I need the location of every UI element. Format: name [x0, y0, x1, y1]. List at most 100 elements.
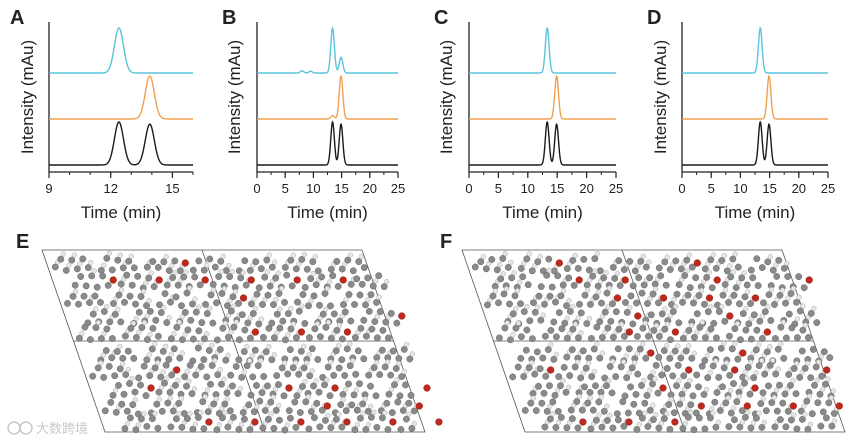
hydrogen-atom — [603, 270, 609, 276]
carbon-atom — [126, 414, 134, 422]
carbon-atom — [557, 292, 565, 300]
hydrogen-atom — [515, 320, 522, 326]
carbon-atom — [103, 325, 111, 333]
carbon-atom — [739, 310, 747, 317]
hydrogen-atom — [614, 270, 620, 277]
carbon-atom — [636, 345, 644, 353]
carbon-atom — [100, 308, 108, 315]
hydrogen-atom — [388, 386, 395, 392]
oxygen-atom — [671, 328, 680, 336]
carbon-atom — [175, 399, 183, 407]
hydrogen-atom — [727, 388, 734, 394]
carbon-atom — [68, 256, 76, 264]
carbon-atom — [367, 413, 375, 421]
carbon-atom — [226, 273, 234, 280]
hydrogen-atom — [722, 287, 729, 293]
carbon-atom — [369, 282, 377, 290]
carbon-atom — [807, 374, 815, 382]
oxygen-atom — [247, 276, 255, 284]
carbon-atom — [378, 346, 386, 354]
carbon-atom — [250, 408, 258, 416]
oxygen-atom — [323, 402, 331, 410]
carbon-atom — [609, 300, 616, 308]
carbon-atom — [547, 326, 555, 334]
hydrogen-atom — [738, 384, 745, 390]
carbon-atom — [347, 317, 355, 325]
carbon-atom — [738, 274, 746, 282]
carbon-atom — [140, 362, 148, 370]
carbon-atom — [348, 401, 356, 409]
hydrogen-atom — [204, 262, 210, 268]
hydrogen-atom — [222, 320, 229, 326]
carbon-atom — [143, 302, 150, 309]
hydrogen-atom — [801, 403, 807, 409]
trace-bottom — [682, 120, 828, 166]
hydrogen-atom — [606, 378, 612, 384]
carbon-atom — [601, 308, 609, 316]
carbon-atom — [124, 347, 132, 355]
carbon-atom — [321, 381, 328, 389]
carbon-atom — [218, 414, 226, 422]
carbon-atom — [621, 392, 629, 400]
carbon-atom — [375, 272, 383, 280]
x-tick-label: 10 — [733, 181, 747, 196]
carbon-atom — [573, 398, 581, 405]
hydrogen-atom — [140, 288, 147, 295]
carbon-atom — [623, 374, 631, 382]
x-tick-label: 0 — [465, 181, 472, 196]
carbon-atom — [137, 415, 145, 423]
carbon-atom — [171, 257, 179, 265]
hydrogen-atom — [546, 267, 552, 273]
carbon-atom — [784, 273, 792, 280]
carbon-atom — [675, 319, 683, 327]
hydrogen-atom — [247, 315, 253, 321]
oxygen-atom — [389, 418, 397, 426]
carbon-atom — [657, 272, 665, 280]
carbon-atom — [717, 344, 725, 352]
carbon-atom — [599, 333, 606, 341]
carbon-atom — [514, 363, 522, 371]
carbon-atom — [224, 302, 231, 309]
hydrogen-atom — [88, 260, 94, 266]
hydrogen-atom — [596, 412, 602, 418]
hydrogen-atom — [71, 252, 77, 258]
carbon-atom — [97, 266, 105, 274]
carbon-atom — [782, 423, 790, 431]
hydrogen-atom — [634, 351, 640, 357]
carbon-atom — [736, 423, 744, 431]
hydrogen-atom — [382, 410, 388, 416]
hydrogen-atom — [811, 305, 817, 312]
hydrogen-atom — [343, 297, 349, 303]
carbon-atom — [773, 272, 781, 280]
carbon-atom — [172, 381, 179, 389]
carbon-atom — [698, 362, 706, 370]
hydrogen-atom — [394, 377, 400, 383]
x-tick-label: 10 — [521, 181, 535, 196]
carbon-atom — [407, 391, 415, 399]
carbon-atom — [584, 399, 592, 407]
hydrogen-atom — [591, 369, 597, 375]
carbon-atom — [245, 401, 253, 409]
carbon-atom — [130, 354, 138, 362]
carbon-atom — [661, 325, 669, 333]
carbon-atom — [640, 281, 648, 289]
hydrogen-atom — [204, 331, 210, 337]
hydrogen-atom — [753, 370, 759, 376]
carbon-atom — [521, 406, 529, 414]
hydrogen-atom — [179, 350, 185, 356]
hydrogen-atom — [135, 422, 142, 428]
carbon-atom — [520, 308, 528, 315]
carbon-atom — [388, 409, 396, 416]
hydrogen-atom — [768, 287, 775, 293]
carbon-atom — [305, 425, 313, 433]
carbon-atom — [509, 373, 517, 381]
carbon-atom — [715, 308, 723, 315]
hydrogen-atom — [642, 320, 649, 326]
carbon-atom — [313, 399, 321, 407]
carbon-atom — [471, 263, 479, 271]
hydrogen-atom — [646, 259, 652, 265]
hydrogen-atom — [288, 306, 294, 312]
oxygen-atom — [547, 366, 555, 374]
hydrogen-atom — [396, 360, 402, 367]
